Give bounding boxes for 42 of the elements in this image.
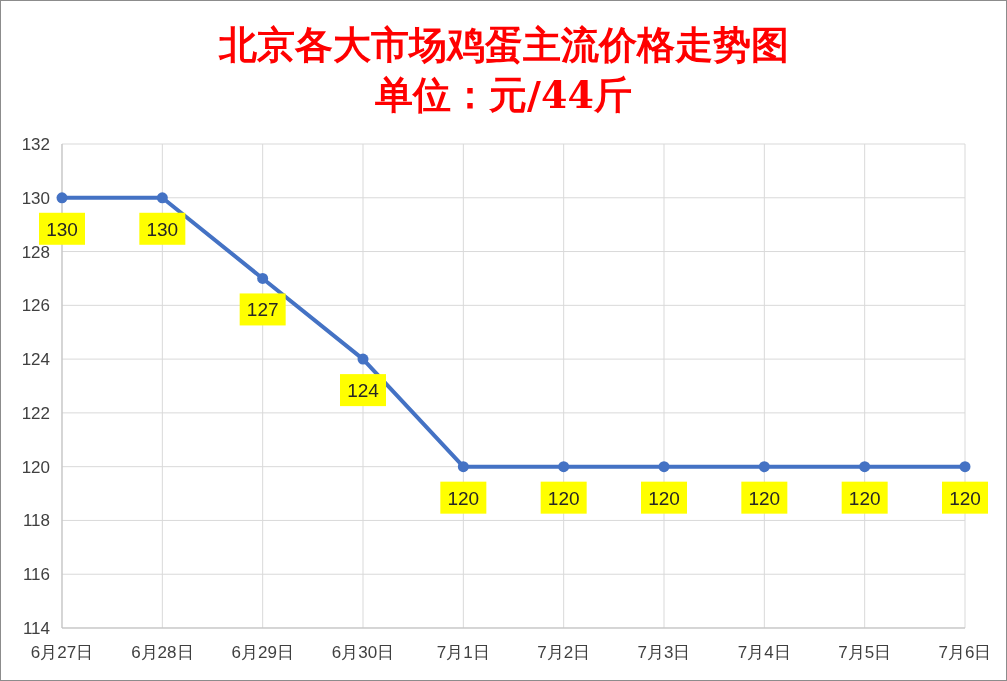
y-tick-label: 114	[22, 619, 50, 638]
point	[156, 192, 168, 204]
y-tick-label: 128	[21, 242, 50, 262]
y-tick-label: 118	[22, 511, 50, 531]
x-tick-label: 6月30日	[331, 643, 395, 662]
data-label: 120	[648, 487, 680, 509]
data-label: 120	[447, 487, 480, 509]
point	[457, 461, 469, 473]
point	[56, 192, 68, 204]
data-label: 120	[748, 487, 781, 509]
x-tick-label: 7月1日	[436, 643, 490, 662]
x-tick-label: 6月27日	[30, 643, 94, 662]
data-label: 127	[246, 299, 279, 321]
data-label: 130	[46, 218, 78, 240]
data-label: 124	[347, 380, 380, 402]
y-tick-label: 130	[21, 188, 50, 208]
point	[357, 353, 369, 365]
point	[758, 461, 770, 473]
chart-subtitle: 单位：元/44斤	[374, 72, 632, 117]
data-label: 130	[146, 218, 179, 240]
y-tick-label: 122	[21, 403, 50, 423]
x-tick-label: 6月28日	[131, 643, 194, 662]
data-label: 120	[547, 487, 580, 509]
x-tick-label: 7月4日	[737, 643, 791, 662]
x-tick-label: 7月2日	[537, 643, 591, 662]
x-tick-label: 6月29日	[231, 643, 294, 662]
y-tick-label: 120	[21, 457, 50, 477]
point	[658, 461, 670, 473]
y-tick-label: 126	[21, 296, 50, 316]
point	[558, 461, 570, 473]
x-tick-label: 7月5日	[838, 643, 892, 662]
point	[859, 461, 871, 473]
point	[257, 272, 269, 284]
data-label: 120	[848, 487, 881, 509]
y-tick-label: 132	[21, 135, 50, 154]
x-tick-label: 7月3日	[637, 643, 691, 662]
x-tick-label: 7月6日	[938, 643, 992, 662]
data-label: 120	[949, 487, 981, 509]
point	[959, 461, 971, 473]
chart-title: 北京各大市场鸡蛋主流价格走势图	[217, 22, 789, 67]
y-tick-label: 116	[22, 565, 50, 585]
y-tick-label: 124	[21, 350, 50, 370]
